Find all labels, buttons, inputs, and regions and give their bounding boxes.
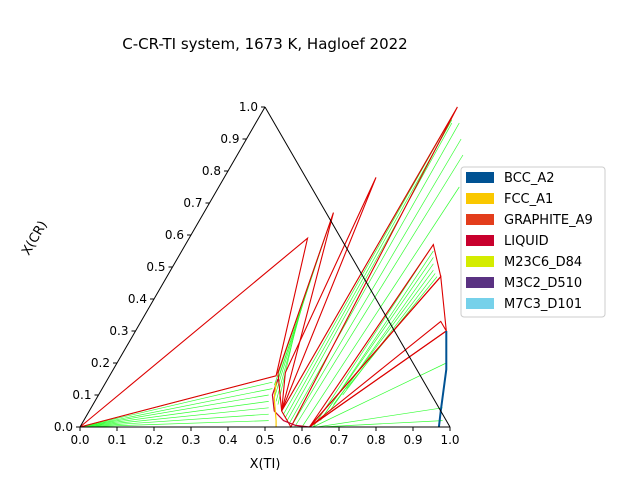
tie-line xyxy=(79,420,269,428)
tie-line xyxy=(312,362,447,428)
legend-swatch xyxy=(466,298,494,309)
legend-swatch xyxy=(466,277,494,288)
legend-swatch xyxy=(466,235,494,246)
x-tick-label: 0.6 xyxy=(292,433,311,447)
x-tick-label: 0.2 xyxy=(144,433,163,447)
tie-line xyxy=(342,273,436,396)
tie-line xyxy=(291,138,462,426)
liquid-boundary xyxy=(271,378,310,428)
x-tick-label: 0.3 xyxy=(181,433,200,447)
plot-area: 0.00.0 0.1 0.1 0.2 0.2 0.3 0.3 0.4 0.4 0.5 0.5 0.6 0… xyxy=(54,100,464,447)
three-phase-triangle xyxy=(309,320,448,428)
tie-line xyxy=(79,407,269,428)
legend-label: FCC_A1 xyxy=(504,192,553,207)
phase-boundaries xyxy=(79,106,458,429)
fcc-boundary xyxy=(273,382,277,427)
bcc-boundary xyxy=(437,331,448,428)
legend-label: LIQUID xyxy=(504,234,549,249)
tie-line xyxy=(288,122,460,424)
x-tick-label: 0.7 xyxy=(329,433,348,447)
tie-line xyxy=(277,308,301,405)
tie-line xyxy=(79,401,269,428)
tie-line xyxy=(320,420,443,428)
tie-line xyxy=(275,292,307,402)
x-tick-label: 0.9 xyxy=(403,433,422,447)
tie-line xyxy=(79,413,269,428)
tie-line xyxy=(79,381,273,428)
axes: 0.00.0 0.1 0.1 0.2 0.2 0.3 0.3 0.4 0.4 0.5 0.5 0.6 0… xyxy=(54,100,460,447)
tie-line xyxy=(333,269,434,405)
legend: BCC_A2 FCC_A1 GRAPHITE_A9 LIQUID M23C6_D84 M3… xyxy=(460,166,606,318)
x-tick-label: 0.4 xyxy=(218,433,237,447)
x-axis-label: X(TI) xyxy=(250,457,281,472)
legend-label: GRAPHITE_A9 xyxy=(504,213,593,228)
x-tick-label: 0.5 xyxy=(255,433,274,447)
hypotenuse-line xyxy=(264,106,451,428)
y-tick-label: 1.0 xyxy=(239,100,258,114)
x-tick-label: 0.0 xyxy=(70,433,89,447)
legend-swatch xyxy=(466,172,494,183)
x-tick-label: 1.0 xyxy=(440,433,459,447)
y-tick-label: 0.5 xyxy=(146,260,165,274)
tie-line xyxy=(286,122,453,421)
tie-line xyxy=(285,119,453,418)
three-phase-triangle xyxy=(281,106,458,429)
three-phase-triangle xyxy=(277,212,334,412)
y-tick-label: 0.2 xyxy=(91,356,110,370)
y-axis-label: X(CR) xyxy=(19,218,51,258)
tie-line xyxy=(79,394,269,428)
chart-title: C-CR-TI system, 1673 K, Hagloef 2022 xyxy=(122,35,407,53)
y-tick-label: 0.3 xyxy=(109,324,128,338)
y-tick-label: 0.6 xyxy=(165,228,184,242)
tie-line xyxy=(294,154,464,428)
tie-line xyxy=(79,388,273,428)
three-phase-triangle xyxy=(281,177,377,412)
y-tick-label: 0.7 xyxy=(183,196,202,210)
y-tick-label: 0.4 xyxy=(128,292,147,306)
three-phase-triangle xyxy=(79,236,309,428)
x-tick-label: 0.8 xyxy=(366,433,385,447)
legend-label: M7C3_D101 xyxy=(504,297,582,312)
tie-line xyxy=(273,276,312,399)
y-tick-label: 0.9 xyxy=(220,132,239,146)
legend-frame xyxy=(460,166,606,318)
legend-swatch xyxy=(466,214,494,225)
legend-swatch xyxy=(466,193,494,204)
y-tick-label: 0.1 xyxy=(72,388,91,402)
tie-line xyxy=(316,407,443,428)
y-tick-label: 0.0 xyxy=(54,420,73,434)
legend-label: M3C2_D510 xyxy=(504,276,582,291)
x-tick-label: 0.1 xyxy=(107,433,126,447)
legend-label: M23C6_D84 xyxy=(504,255,582,270)
legend-swatch xyxy=(466,256,494,267)
y-tick-label: 0.8 xyxy=(202,164,221,178)
legend-label: BCC_A2 xyxy=(504,171,555,186)
